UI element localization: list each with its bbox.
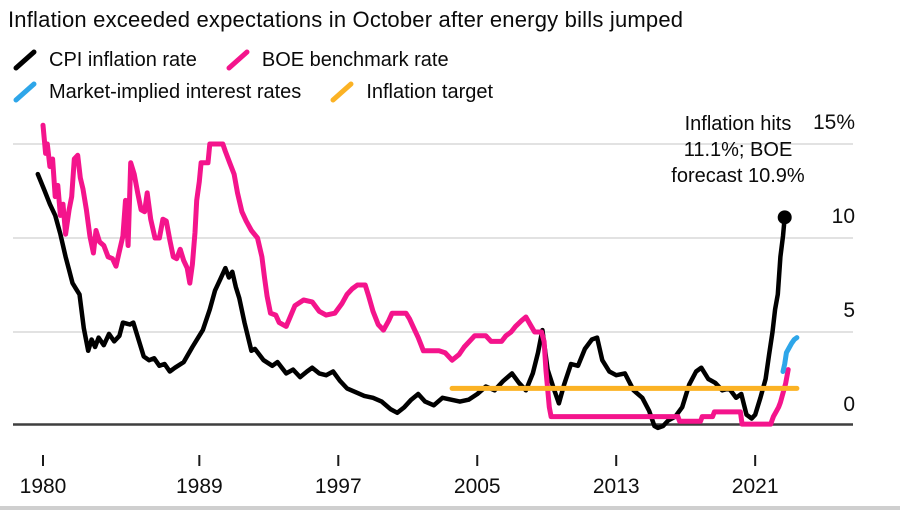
legend-slash-icon <box>226 49 250 71</box>
annotation-line: Inflation hits <box>684 113 792 135</box>
y-tick-label: 15% <box>812 111 855 134</box>
legend-item-label: Market-implied interest rates <box>49 80 302 103</box>
x-tick-label: 2021 <box>731 475 779 498</box>
legend-item-label: Inflation target <box>366 80 494 103</box>
x-tick-label: 2005 <box>453 475 501 498</box>
legend-slash-icon <box>13 81 37 103</box>
x-tick-label: 1997 <box>314 475 362 498</box>
x-tick-label: 1989 <box>175 475 223 498</box>
y-tick-label: 10 <box>831 205 855 228</box>
cpi-latest-dot <box>777 210 792 225</box>
legend-slash-icon <box>13 49 37 71</box>
legend: CPI inflation rate BOE benchmark rate Ma… <box>12 45 493 107</box>
annotation-line: forecast 10.9% <box>671 165 805 187</box>
series-market-implied-interest-rates <box>780 335 800 374</box>
chart-title: Inflation exceeded expectations in Octob… <box>8 7 684 32</box>
x-tick-label: 1980 <box>19 475 67 498</box>
legend-item-inflation-target: Inflation target <box>329 80 493 104</box>
legend-row: CPI inflation rate BOE benchmark rate <box>12 45 493 75</box>
legend-item-market-implied: Market-implied interest rates <box>12 80 301 104</box>
legend-item-boe: BOE benchmark rate <box>225 48 449 72</box>
y-tick-label: 0 <box>843 393 855 416</box>
annotation-inflation-hits: Inflation hits 11.1%; BOE forecast 10.9% <box>645 111 831 189</box>
annotation-line: 11.1%; BOE <box>683 139 793 161</box>
series-boe-benchmark-rate <box>40 122 791 427</box>
legend-item-cpi: CPI inflation rate <box>12 48 197 72</box>
legend-slash-icon <box>330 81 354 103</box>
series-cpi-inflation-rate <box>35 171 787 431</box>
y-tick-label: 5 <box>843 299 855 322</box>
legend-row: Market-implied interest rates Inflation … <box>12 77 493 107</box>
legend-item-label: BOE benchmark rate <box>261 48 449 71</box>
legend-item-label: CPI inflation rate <box>49 48 197 71</box>
x-tick-label: 2013 <box>592 475 640 498</box>
page-bottom-edge <box>0 506 900 510</box>
